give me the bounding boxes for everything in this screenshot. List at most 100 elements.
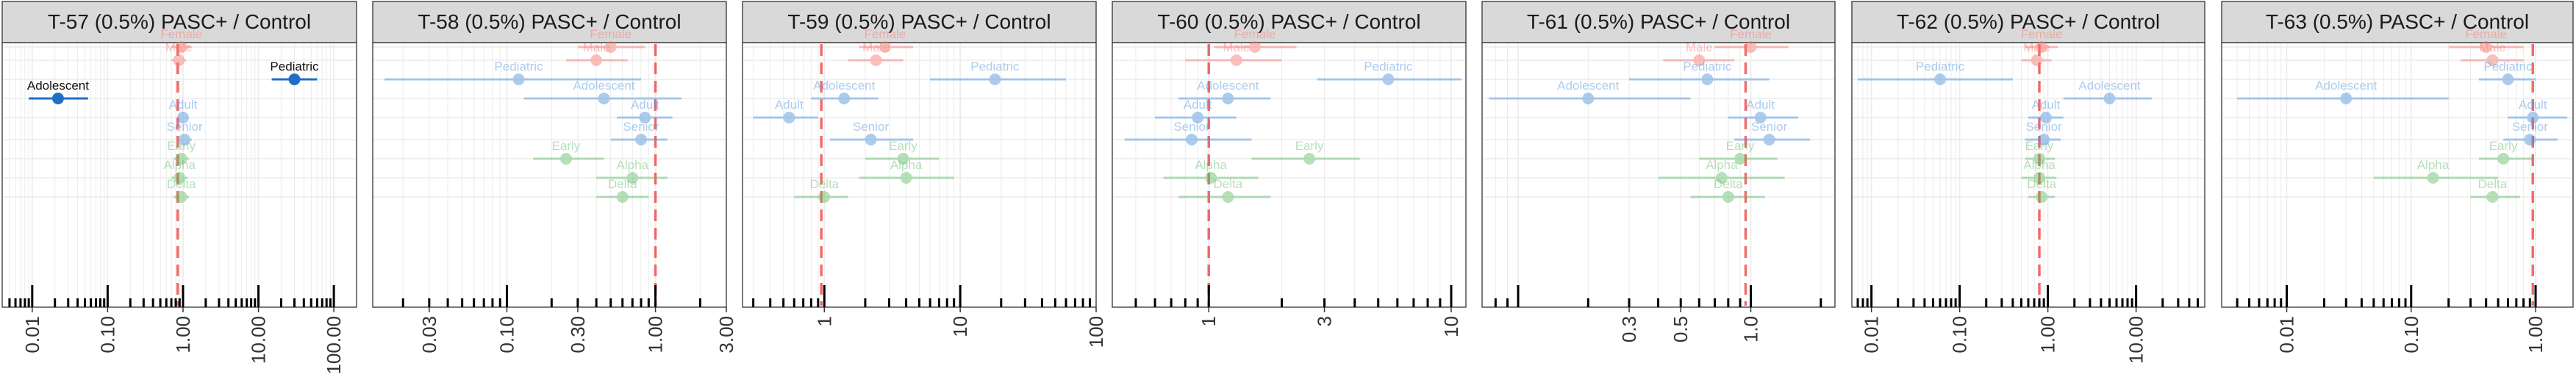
point-estimate [1754,112,1767,123]
point-label: Female [160,27,202,41]
estimate-delta: Delta [794,177,848,203]
panel-title: T-63 (0.5%) PASC+ / Control [2266,10,2529,33]
tick-label: 0.10 [495,316,518,353]
point-label: Male [1686,40,1713,54]
tick-label: 10 [949,316,971,337]
estimate-adult: Adult [1155,98,1237,123]
point-estimate [598,93,610,104]
estimate-adolescent: Adolescent [523,79,682,104]
panel-strip [2221,1,2574,43]
point-estimate [2340,93,2353,104]
point-label: Female [2021,27,2063,41]
point-estimate [559,153,572,165]
point-label: Adult [775,98,804,112]
point-label: Adolescent [2315,79,2377,93]
estimate-adult: Adult [753,98,818,123]
estimate-female: Female [2021,27,2063,53]
point-label: Senior [1173,120,1209,134]
point-estimate [1205,172,1217,184]
estimate-senior: Senior [610,120,668,146]
estimate-alpha: Alpha [1163,158,1259,184]
axis-rug [8,285,335,307]
point-estimate [1248,41,1261,53]
estimate-adolescent: Adolescent [27,79,89,104]
tick-label: 1.0 [1740,316,1762,342]
point-label: Pediatric [970,60,1020,73]
estimate-alpha: Alpha [1658,158,1785,184]
point-label: Adult [169,98,198,112]
point-label: Adolescent [573,79,634,93]
estimate-senior: Senior [829,120,914,146]
point-label: Early [2025,139,2054,153]
point-estimate [870,54,882,66]
panel-title: T-60 (0.5%) PASC+ / Control [1157,10,1420,33]
point-estimate [838,93,851,104]
point-estimate [639,112,651,123]
estimate-alpha: Alpha [596,158,668,184]
estimate-adult: Adult [2508,98,2568,123]
point-estimate [1230,54,1242,66]
estimate-pediatric: Pediatric [930,60,1066,85]
estimate-female: Female [859,27,914,53]
panel-strip [1,1,357,43]
panel-title: T-62 (0.5%) PASC+ / Control [1897,10,2160,33]
point-label: Adolescent [813,79,875,93]
point-label: Male [165,40,193,54]
point-estimate [2486,191,2499,203]
axis-rug [2236,285,2537,307]
panel-strip [1112,1,1467,43]
point-label: Adolescent [1197,79,1259,93]
estimate-pediatric: Pediatric [384,60,641,85]
point-label: Delta [2027,177,2056,191]
estimate-early: Early [533,139,604,165]
point-label: Pediatric [1916,60,1965,73]
estimate-delta: Delta [596,177,649,203]
estimate-delta: Delta [2027,177,2057,203]
estimate-pediatric: Pediatric [1629,60,1770,85]
tick-label: 0.01 [21,316,43,353]
point-label: Adolescent [1557,79,1619,93]
point-label: Alpha [164,158,196,172]
panel-strip [742,1,1097,43]
point-label: Pediatric [2483,60,2533,73]
point-estimate [1722,191,1734,203]
panel-background [372,42,727,308]
point-estimate [512,73,525,85]
tick-label: 1.00 [172,316,194,353]
estimate-adult: Adult [2028,98,2064,123]
tick-label: 0.10 [1949,316,1971,353]
panel-strip [1481,1,1836,43]
point-estimate [51,93,64,104]
estimate-early: Early [167,139,196,165]
point-estimate [1734,153,1747,165]
estimate-male: Male [1185,40,1282,66]
estimate-senior: Senior [1124,120,1252,146]
tick-label: 0.01 [1861,316,1883,353]
point-label: Female [1730,27,1772,41]
panel-title: T-57 (0.5%) PASC+ / Control [48,10,311,33]
estimate-female: Female [577,27,645,53]
point-estimate [2527,112,2539,123]
point-estimate [2427,172,2439,184]
estimate-senior: Senior [2025,120,2062,146]
point-estimate [1693,54,1706,66]
point-label: Adult [2032,98,2061,112]
point-estimate [2031,54,2043,66]
axis-rug [752,285,1092,307]
estimate-senior: Senior [1734,120,1811,146]
estimate-early: Early [1251,139,1360,165]
estimate-adolescent: Adolescent [1178,79,1271,104]
estimate-pediatric: Pediatric [2478,60,2536,85]
point-estimate [2039,112,2052,123]
estimate-female: Female [1214,27,1297,53]
point-estimate [2036,41,2048,53]
estimate-early: Early [2478,139,2533,165]
estimate-early: Early [2025,139,2056,165]
estimate-early: Early [865,139,940,165]
point-estimate [626,172,639,184]
point-label: Senior [2512,120,2548,134]
tick-label: 0.01 [2276,316,2298,353]
estimate-male: Male [2021,40,2052,66]
point-estimate [879,41,891,53]
